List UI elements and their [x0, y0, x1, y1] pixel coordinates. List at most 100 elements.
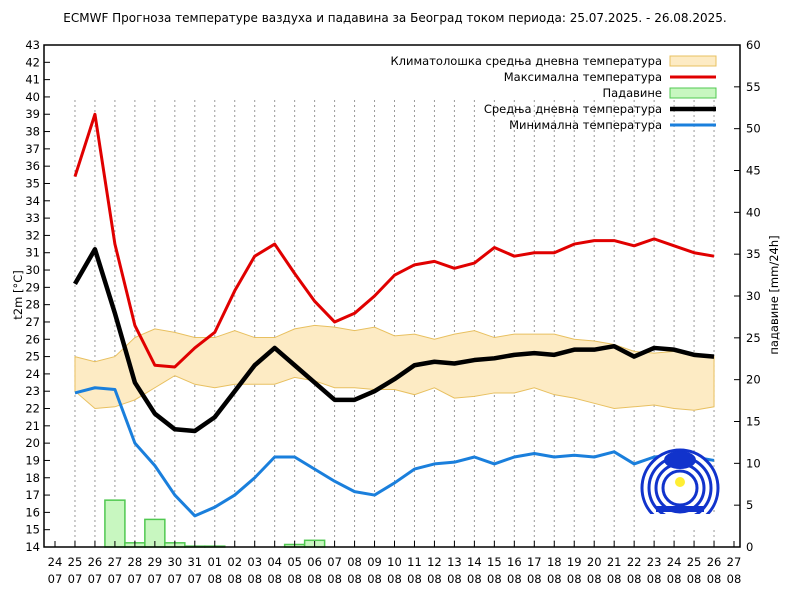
y2-tick-label: 60: [746, 38, 761, 52]
x-tick-label-month: 08: [547, 572, 562, 586]
x-tick-label-month: 08: [427, 572, 442, 586]
x-tick-label-month: 08: [667, 572, 682, 586]
series-line: [73, 247, 715, 434]
y-tick-label: 32: [25, 228, 40, 242]
x-tick-label-day: 24: [48, 555, 63, 569]
x-tick-label-day: 19: [567, 555, 582, 569]
x-tick-label-day: 16: [507, 555, 522, 569]
x-tick-label-month: 08: [527, 572, 542, 586]
y2-tick-label: 25: [746, 331, 761, 345]
legend-label: Максимална температура: [504, 70, 662, 84]
x-tick-label-day: 15: [487, 555, 502, 569]
x-tick-label-day: 07: [327, 555, 342, 569]
x-tick-label-month: 08: [487, 572, 502, 586]
x-tick-label-day: 11: [407, 555, 422, 569]
y-tick-label: 42: [25, 55, 40, 69]
x-tick-label-month: 07: [187, 572, 202, 586]
x-tick-label-month: 08: [347, 572, 362, 586]
x-tick-label-day: 25: [687, 555, 702, 569]
y2-tick-label: 5: [746, 498, 753, 512]
x-tick-label-day: 14: [467, 555, 482, 569]
x-tick-label-month: 08: [707, 572, 722, 586]
y-tick-label: 40: [25, 90, 40, 104]
x-tick-label-month: 08: [267, 572, 282, 586]
x-tick-label-month: 07: [148, 572, 163, 586]
chart-title: ECMWF Прогноза температуре ваздуха и пад…: [63, 11, 726, 25]
y-tick-label: 17: [25, 488, 40, 502]
y-tick-label: 27: [25, 315, 40, 329]
rhmz-logo: [640, 448, 720, 530]
x-tick-label-day: 03: [247, 555, 262, 569]
x-tick-label-day: 01: [207, 555, 222, 569]
x-tick-label-day: 20: [587, 555, 602, 569]
y-tick-label: 31: [25, 246, 40, 260]
legend-label: Падавине: [602, 86, 662, 100]
x-tick-label-day: 06: [307, 555, 322, 569]
x-tick-label-day: 08: [347, 555, 362, 569]
x-tick-label-day: 10: [387, 555, 402, 569]
y-tick-label: 25: [25, 350, 40, 364]
x-tick-label-month: 08: [407, 572, 422, 586]
y2-tick-label: 35: [746, 247, 761, 261]
x-tick-label-day: 27: [108, 555, 123, 569]
y-tick-label: 23: [25, 384, 40, 398]
y2-tick-label: 45: [746, 164, 761, 178]
x-tick-label-month: 08: [447, 572, 462, 586]
x-tick-label-month: 08: [587, 572, 602, 586]
legend-swatch: [669, 87, 717, 99]
x-tick-label-day: 28: [128, 555, 143, 569]
y-tick-label: 41: [25, 73, 40, 87]
y-tick-label: 21: [25, 419, 40, 433]
x-tick-label-day: 23: [647, 555, 662, 569]
x-tick-label-day: 29: [148, 555, 163, 569]
y-tick-label: 24: [25, 367, 40, 381]
x-tick-label-month: 08: [627, 572, 642, 586]
x-tick-label-day: 30: [168, 555, 183, 569]
y-tick-label: 35: [25, 176, 40, 190]
x-tick-label-month: 08: [287, 572, 302, 586]
x-tick-label-day: 18: [547, 555, 562, 569]
x-tick-label-day: 27: [727, 555, 742, 569]
x-tick-label-month: 08: [507, 572, 522, 586]
y-tick-label: 37: [25, 142, 40, 156]
series-line: [73, 112, 715, 369]
x-tick-label-month: 07: [88, 572, 103, 586]
y2-tick-label: 40: [746, 205, 761, 219]
y-tick-label: 15: [25, 523, 40, 537]
y-tick-label: 33: [25, 211, 40, 225]
x-tick-label-month: 08: [307, 572, 322, 586]
x-tick-label-day: 24: [667, 555, 682, 569]
y-tick-label: 26: [25, 332, 40, 346]
series-line: [74, 386, 715, 518]
y-axis-label: t2m [°C]: [11, 270, 25, 319]
y-tick-label: 38: [25, 125, 40, 139]
legend-label: Климатолошка средња дневна температура: [391, 54, 662, 68]
x-tick-label-month: 08: [647, 572, 662, 586]
y-tick-label: 19: [25, 453, 40, 467]
x-tick-label-month: 08: [607, 572, 622, 586]
x-tick-label-month: 08: [207, 572, 222, 586]
y-tick-label: 43: [25, 38, 40, 52]
x-tick-label-month: 07: [168, 572, 183, 586]
y2-tick-label: 10: [746, 456, 761, 470]
x-tick-label-day: 22: [627, 555, 642, 569]
y-tick-label: 22: [25, 402, 40, 416]
y2-tick-label: 30: [746, 289, 761, 303]
y-tick-label: 16: [25, 505, 40, 519]
y2-tick-label: 0: [746, 540, 753, 554]
x-tick-label-day: 05: [287, 555, 302, 569]
y-tick-label: 20: [25, 436, 40, 450]
y-tick-label: 18: [25, 471, 40, 485]
y2-tick-label: 20: [746, 373, 761, 387]
y-tick-label: 30: [25, 263, 40, 277]
x-tick-label-month: 08: [367, 572, 382, 586]
x-tick-label-day: 26: [707, 555, 722, 569]
x-tick-label-month: 07: [68, 572, 83, 586]
legend-swatch: [669, 55, 717, 67]
y2-tick-label: 55: [746, 80, 761, 94]
y-tick-label: 29: [25, 280, 40, 294]
x-tick-label-month: 08: [387, 572, 402, 586]
x-tick-label-month: 08: [227, 572, 242, 586]
x-tick-label-month: 08: [727, 572, 742, 586]
